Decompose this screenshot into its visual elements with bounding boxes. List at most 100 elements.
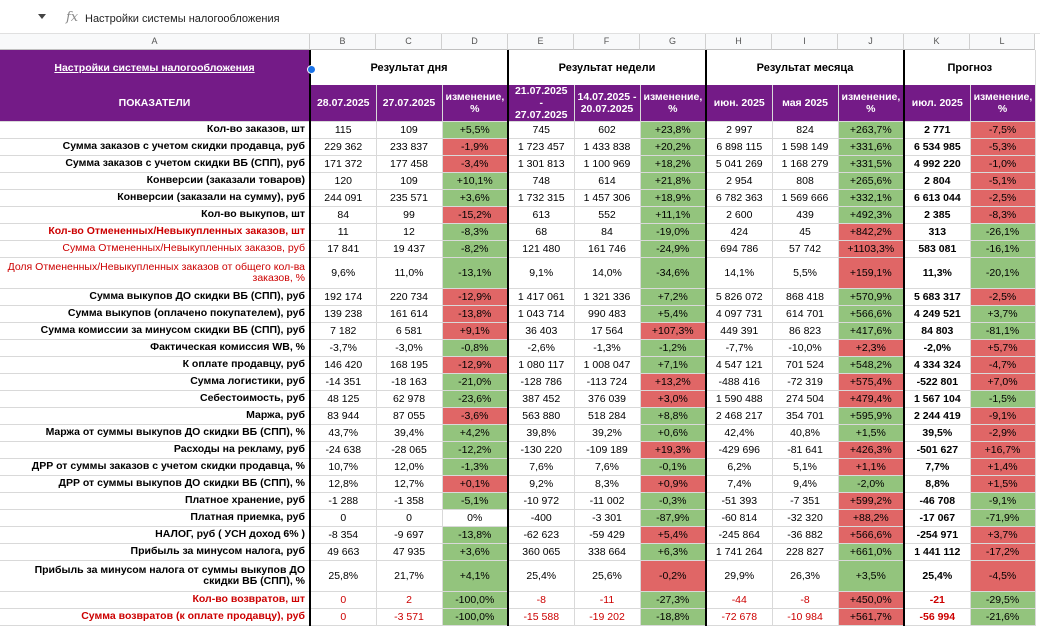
table-cell[interactable]: -3,7% xyxy=(309,339,377,358)
subheader-cell[interactable]: 27.07.2025 xyxy=(376,85,443,123)
table-cell[interactable]: -11 xyxy=(574,591,641,610)
table-cell[interactable]: 68 xyxy=(507,223,575,242)
table-cell[interactable]: 1 741 264 xyxy=(705,543,773,562)
table-cell[interactable]: -1 358 xyxy=(376,492,443,511)
table-cell[interactable]: -8 xyxy=(507,591,575,610)
table-cell[interactable]: 161 614 xyxy=(376,305,443,324)
table-cell[interactable]: +13,2% xyxy=(640,373,707,392)
table-cell[interactable]: -400 xyxy=(507,509,575,528)
table-cell[interactable]: +5,4% xyxy=(640,305,707,324)
table-cell[interactable]: -72 319 xyxy=(772,373,839,392)
table-cell[interactable]: 109 xyxy=(376,172,443,191)
table-cell[interactable]: 2 997 xyxy=(705,121,773,140)
table-cell[interactable]: 228 827 xyxy=(772,543,839,562)
table-cell[interactable]: +1,5% xyxy=(970,475,1036,494)
table-cell[interactable]: +331,5% xyxy=(838,155,905,174)
table-cell[interactable]: -1,0% xyxy=(970,155,1036,174)
table-cell[interactable]: 6,2% xyxy=(705,458,773,477)
table-cell[interactable]: -100,0% xyxy=(442,591,509,610)
row-label[interactable]: Сумма заказов с учетом скидки продавца, … xyxy=(0,138,311,157)
table-cell[interactable]: +18,9% xyxy=(640,189,707,208)
table-cell[interactable]: -429 696 xyxy=(705,441,773,460)
table-cell[interactable]: 8,8% xyxy=(903,475,971,494)
table-cell[interactable]: -3,6% xyxy=(442,407,509,426)
table-cell[interactable]: 14,1% xyxy=(705,257,773,290)
table-cell[interactable]: -17 067 xyxy=(903,509,971,528)
table-cell[interactable]: 25,4% xyxy=(903,560,971,593)
table-cell[interactable]: 121 480 xyxy=(507,240,575,259)
table-cell[interactable]: 274 504 xyxy=(772,390,839,409)
table-cell[interactable]: 2 385 xyxy=(903,206,971,225)
table-cell[interactable]: 5,5% xyxy=(772,257,839,290)
group-month[interactable]: Результат месяца xyxy=(705,50,905,85)
table-cell[interactable]: -23,6% xyxy=(442,390,509,409)
table-cell[interactable]: 1 417 061 xyxy=(507,288,575,307)
group-week[interactable]: Результат недели xyxy=(506,50,707,85)
table-cell[interactable]: -8 354 xyxy=(309,526,377,545)
table-cell[interactable]: 139 238 xyxy=(309,305,377,324)
table-cell[interactable]: -14 351 xyxy=(309,373,377,392)
table-cell[interactable]: 12,8% xyxy=(309,475,377,494)
row-label[interactable]: Доля Отмененных/Невыкупленных заказов от… xyxy=(0,257,311,290)
table-cell[interactable]: 45 xyxy=(772,223,839,242)
table-cell[interactable]: 36 403 xyxy=(507,322,575,341)
selection-handle[interactable] xyxy=(307,65,316,74)
group-day[interactable]: Результат дня xyxy=(309,50,509,85)
table-cell[interactable]: 5 683 317 xyxy=(903,288,971,307)
table-cell[interactable]: -100,0% xyxy=(442,608,509,627)
row-label[interactable]: Фактическая комиссия WB, % xyxy=(0,339,311,358)
table-cell[interactable]: 2 804 xyxy=(903,172,971,191)
table-cell[interactable]: +7,2% xyxy=(640,288,707,307)
column-header-g[interactable]: G xyxy=(640,34,706,50)
settings-link[interactable]: Настройки системы налогообложения xyxy=(54,61,255,74)
table-cell[interactable]: +20,2% xyxy=(640,138,707,157)
table-cell[interactable]: +4,2% xyxy=(442,424,509,443)
table-cell[interactable]: 39,5% xyxy=(903,424,971,443)
table-cell[interactable]: +7,1% xyxy=(640,356,707,375)
table-cell[interactable]: +88,2% xyxy=(838,509,905,528)
row-label[interactable]: Сумма возвратов (к оплате продавцу), руб xyxy=(0,608,311,627)
table-cell[interactable]: -8,3% xyxy=(442,223,509,242)
table-cell[interactable]: 2 954 xyxy=(705,172,773,191)
table-cell[interactable]: -7,7% xyxy=(705,339,773,358)
formula-bar-content[interactable]: Настройки системы налогообложения xyxy=(85,13,280,25)
table-cell[interactable]: -13,8% xyxy=(442,305,509,324)
table-cell[interactable]: +5,4% xyxy=(640,526,707,545)
row-label[interactable]: Кол-во возвратов, шт xyxy=(0,591,311,610)
row-label[interactable]: Кол-во Отмененных/Невыкупленных заказов,… xyxy=(0,223,311,242)
table-cell[interactable]: -8 xyxy=(772,591,839,610)
table-cell[interactable]: 614 xyxy=(574,172,641,191)
table-cell[interactable]: -18 163 xyxy=(376,373,443,392)
column-header-l[interactable]: L xyxy=(970,34,1035,50)
table-cell[interactable]: 12,7% xyxy=(376,475,443,494)
table-cell[interactable]: 1 433 838 xyxy=(574,138,641,157)
table-cell[interactable]: -9,1% xyxy=(970,492,1036,511)
table-cell[interactable]: -0,2% xyxy=(640,560,707,593)
table-cell[interactable]: 6 782 363 xyxy=(705,189,773,208)
table-cell[interactable]: -21,6% xyxy=(970,608,1036,627)
table-cell[interactable]: 360 065 xyxy=(507,543,575,562)
subheader-cell[interactable]: изменение, % xyxy=(442,85,509,123)
table-cell[interactable]: +18,2% xyxy=(640,155,707,174)
table-cell[interactable]: +107,3% xyxy=(640,322,707,341)
table-cell[interactable]: 7 182 xyxy=(309,322,377,341)
table-cell[interactable]: 29,9% xyxy=(705,560,773,593)
table-cell[interactable]: 1 723 457 xyxy=(507,138,575,157)
table-cell[interactable]: 4 249 521 xyxy=(903,305,971,324)
table-cell[interactable]: +1,1% xyxy=(838,458,905,477)
row-label[interactable]: Кол-во выкупов, шт xyxy=(0,206,311,225)
table-cell[interactable]: 0% xyxy=(442,509,509,528)
table-cell[interactable]: +3,7% xyxy=(970,305,1036,324)
subheader-cell[interactable]: мая 2025 xyxy=(772,85,839,123)
table-cell[interactable]: -245 864 xyxy=(705,526,773,545)
table-cell[interactable]: -56 994 xyxy=(903,608,971,627)
table-cell[interactable]: +7,0% xyxy=(970,373,1036,392)
table-cell[interactable]: +10,1% xyxy=(442,172,509,191)
table-cell[interactable]: 8,3% xyxy=(574,475,641,494)
table-cell[interactable]: +3,7% xyxy=(970,526,1036,545)
row-label[interactable]: Сумма логистики, руб xyxy=(0,373,311,392)
table-cell[interactable]: -2,6% xyxy=(507,339,575,358)
table-cell[interactable]: -8,2% xyxy=(442,240,509,259)
table-cell[interactable]: -12,2% xyxy=(442,441,509,460)
table-cell[interactable]: 86 823 xyxy=(772,322,839,341)
